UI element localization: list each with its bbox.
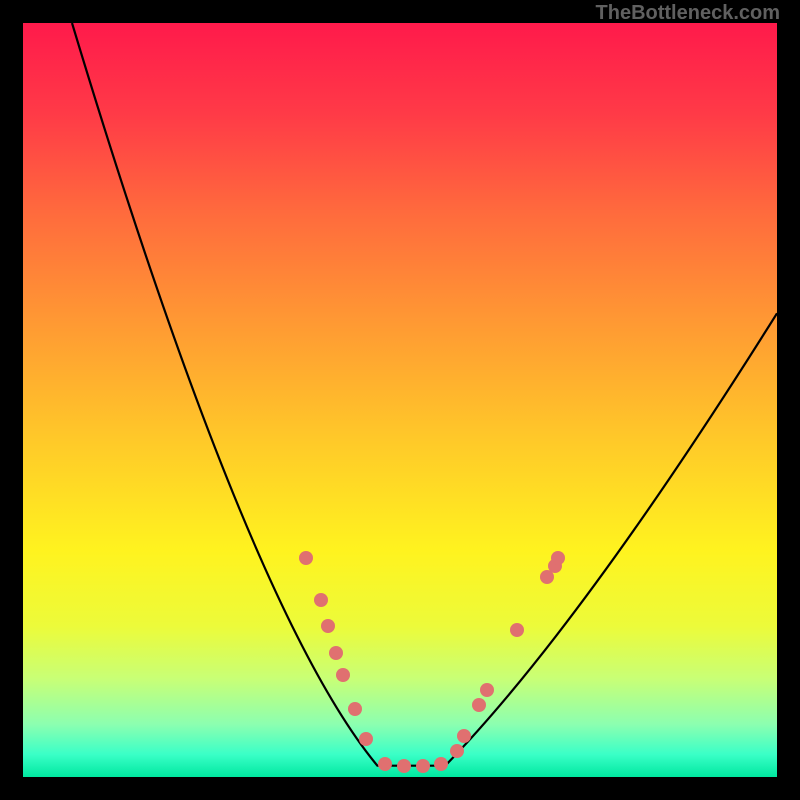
plot-area bbox=[23, 23, 777, 777]
data-marker bbox=[329, 646, 343, 660]
data-marker bbox=[348, 702, 362, 716]
data-marker bbox=[510, 623, 524, 637]
data-marker bbox=[434, 757, 448, 771]
data-marker bbox=[450, 744, 464, 758]
data-marker bbox=[336, 668, 350, 682]
data-marker bbox=[299, 551, 313, 565]
marker-layer bbox=[23, 23, 777, 777]
watermark-text: TheBottleneck.com bbox=[596, 2, 780, 25]
data-marker bbox=[551, 551, 565, 565]
chart-container: TheBottleneck.com bbox=[0, 0, 800, 800]
data-marker bbox=[378, 757, 392, 771]
data-marker bbox=[397, 759, 411, 773]
data-marker bbox=[472, 698, 486, 712]
data-marker bbox=[480, 683, 494, 697]
data-marker bbox=[457, 729, 471, 743]
data-marker bbox=[314, 593, 328, 607]
data-marker bbox=[359, 732, 373, 746]
data-marker bbox=[321, 619, 335, 633]
data-marker bbox=[416, 759, 430, 773]
